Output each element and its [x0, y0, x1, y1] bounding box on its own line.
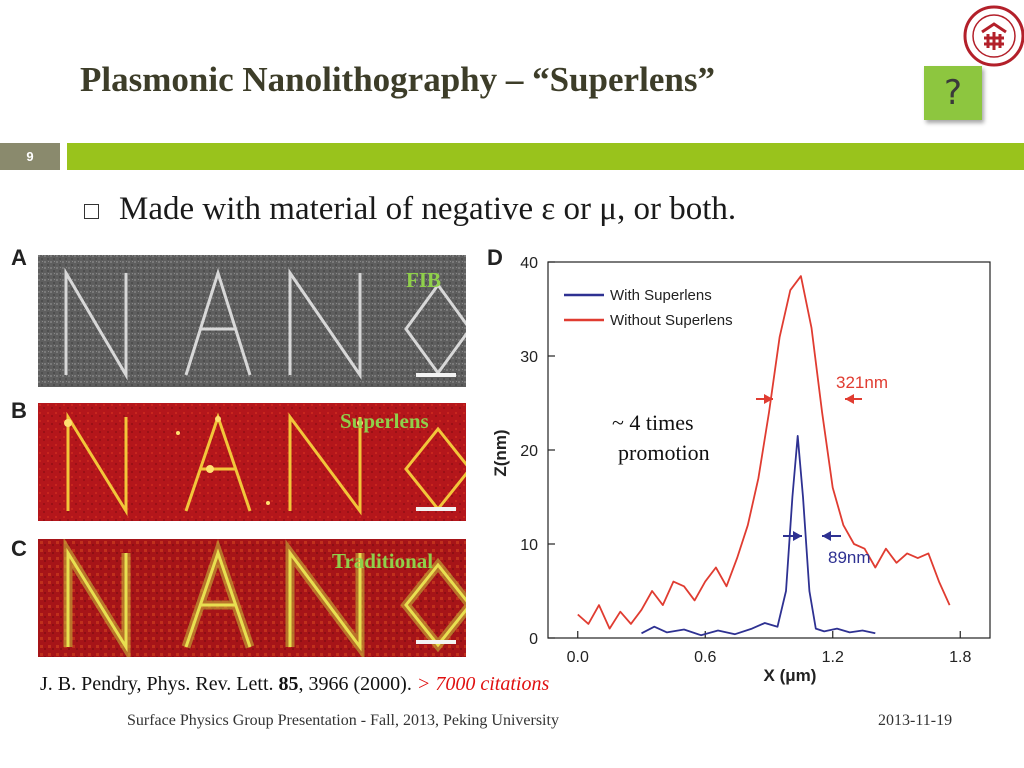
footer-date: 2013-11-19 [878, 712, 953, 729]
y-tick-label: 30 [520, 349, 538, 366]
slide-title: Plasmonic Nanolithography – “Superlens” [80, 60, 715, 99]
series-line-without-superlens [577, 275, 951, 630]
panel-label-superlens: Superlens [340, 409, 429, 433]
citation-count: > 7000 citations [416, 673, 550, 695]
y-tick-label: 40 [520, 255, 538, 272]
fwhm-markers: 321nm 89nm [756, 373, 888, 567]
panel-letter-c: C [11, 536, 27, 561]
university-seal-logo [963, 5, 1024, 67]
superlens-nano-image [38, 403, 466, 521]
y-tick-label: 0 [529, 631, 538, 648]
traditional-nano-image [38, 539, 466, 657]
panel-letter-b: B [11, 398, 27, 423]
citation-suffix: , 3966 (2000). [298, 673, 417, 695]
fib-nano-image [38, 255, 466, 387]
legend-with-superlens: With Superlens [610, 287, 712, 304]
panel-letter-d: D [487, 245, 503, 270]
x-tick-label: 0.0 [567, 649, 589, 666]
series-line-with-superlens [641, 435, 876, 637]
header-divider-bar [67, 143, 1024, 170]
y-tick-label: 20 [520, 443, 538, 460]
y-axis-label: Z(nm) [491, 429, 510, 476]
bullet-text: Made with material of negative ε or μ, o… [119, 191, 737, 227]
chart-series [577, 275, 951, 637]
annotation-line-2: promotion [618, 440, 710, 465]
profile-line-chart: 0 10 20 30 40 0.0 0.6 1.2 1.8 Z(nm) X (μm) With… [491, 255, 991, 685]
promotion-annotation: ~ 4 times promotion [612, 408, 710, 468]
legend-without-superlens: Without Superlens [610, 312, 733, 329]
x-axis-label: X (μm) [764, 666, 817, 685]
citation-reference: J. B. Pendry, Phys. Rev. Lett. 85, 3966 … [40, 673, 549, 696]
panel-letter-a: A [11, 245, 27, 270]
annotation-line-1: ~ 4 times [612, 410, 694, 435]
slide-number-badge: 9 [0, 143, 60, 170]
annotation-321nm: 321nm [836, 373, 888, 392]
help-question-icon[interactable]: ? [924, 66, 982, 120]
y-tick-label: 10 [520, 537, 538, 554]
footer-presentation-info: Surface Physics Group Presentation - Fal… [127, 712, 559, 729]
bullet-square-icon [84, 204, 99, 219]
citation-prefix: J. B. Pendry, Phys. Rev. Lett. [40, 673, 279, 695]
chart-legend: With Superlens Without Superlens [564, 287, 733, 329]
x-tick-label: 1.2 [822, 649, 844, 666]
y-axis-ticks: 0 10 20 30 40 [520, 255, 555, 648]
panel-label-fib: FIB [406, 268, 442, 292]
bullet-point: Made with material of negative ε or μ, o… [84, 191, 736, 228]
annotation-89nm: 89nm [828, 548, 871, 567]
x-tick-label: 1.8 [949, 649, 971, 666]
panel-label-traditional: Traditional [332, 549, 434, 573]
citation-volume: 85 [278, 673, 299, 695]
x-tick-label: 0.6 [694, 649, 716, 666]
x-axis-ticks: 0.0 0.6 1.2 1.8 [567, 631, 971, 666]
